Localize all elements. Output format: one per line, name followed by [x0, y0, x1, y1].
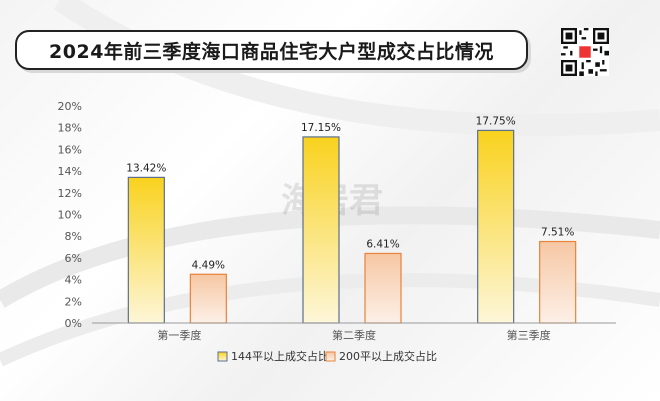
bar-1-3 — [477, 129, 515, 324]
x-tick-label: 第二季度 — [332, 328, 376, 342]
legend: 144平以上成交占比 200平以上成交占比 — [217, 349, 437, 363]
bar-1-2 — [302, 136, 340, 324]
bars: 13.42% 4.49% 17.15% 6.41% 17.75% 7.51% — [126, 115, 577, 324]
y-tick-label: 16% — [58, 143, 82, 156]
data-label: 7.51% — [541, 227, 574, 239]
bar-2-2 — [364, 252, 402, 324]
y-tick-label: 6% — [65, 252, 82, 265]
y-tick-label: 0% — [65, 317, 82, 330]
title-banner: 2024年前三季度海口商品住宅大户型成交占比情况 — [15, 30, 528, 70]
y-tick-label: 18% — [58, 122, 82, 135]
data-label: 13.42% — [126, 162, 166, 174]
y-axis: 0% 2% 4% 6% 8% 10% 12% 14% 16% 18% 20% — [58, 100, 82, 330]
y-tick-label: 8% — [65, 230, 82, 243]
data-label: 6.41% — [366, 238, 399, 250]
y-tick-label: 14% — [58, 165, 82, 178]
y-tick-label: 12% — [58, 187, 82, 200]
x-tick-label: 第一季度 — [157, 328, 201, 342]
y-tick-label: 20% — [58, 100, 82, 113]
data-label: 17.75% — [476, 115, 516, 127]
x-axis: 第一季度 第二季度 第三季度 — [92, 322, 616, 342]
legend-label-2: 200平以上成交占比 — [339, 349, 437, 363]
legend-label-1: 144平以上成交占比 — [231, 349, 329, 363]
bar-2-3 — [539, 240, 577, 324]
y-tick-label: 2% — [65, 295, 82, 308]
y-tick-label: 4% — [65, 274, 82, 287]
qr-code — [561, 28, 609, 76]
bar-1-1 — [127, 176, 165, 324]
bar-2-1 — [189, 273, 227, 324]
legend-swatch-1 — [217, 351, 228, 362]
chart-title: 2024年前三季度海口商品住宅大户型成交占比情况 — [49, 40, 494, 63]
legend-swatch-2 — [325, 351, 336, 362]
data-label: 4.49% — [192, 259, 225, 271]
x-tick-label: 第三季度 — [507, 328, 551, 342]
data-label: 17.15% — [301, 122, 341, 134]
y-tick-label: 10% — [58, 209, 82, 222]
